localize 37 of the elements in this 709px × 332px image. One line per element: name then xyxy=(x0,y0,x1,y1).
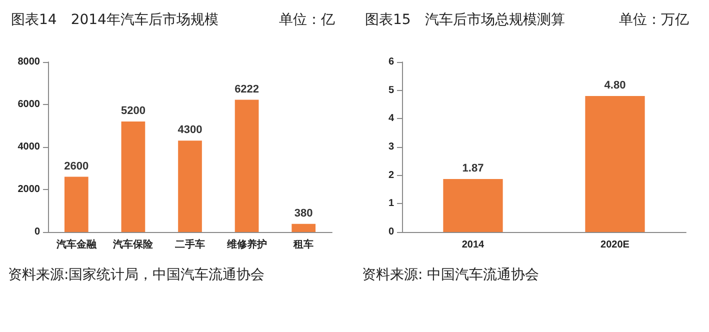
data-label: 5200 xyxy=(120,105,146,117)
y-tick-label: 0 xyxy=(34,226,40,238)
x-tick-label: 租车 xyxy=(292,238,314,250)
y-tick-label: 5 xyxy=(388,84,394,96)
text: 资料来源: 中国汽车流通协会 xyxy=(362,267,540,283)
x-tick-label: 2020E xyxy=(600,240,630,250)
y-tick-label: 4000 xyxy=(18,142,40,152)
chart-title: 图表14 2014年汽车后市场规模 xyxy=(11,12,218,28)
y-tick-label: 2 xyxy=(388,170,394,181)
y-tick-label: 6000 xyxy=(18,99,40,110)
data-label: 380 xyxy=(294,207,313,220)
chart-subtitle: 单位：亿 xyxy=(279,12,335,28)
x-tick-label: 维修养护 xyxy=(226,238,267,250)
data-label: 1.87 xyxy=(462,162,484,175)
text: 资料来源:国家统计局，中国汽车流通协会 xyxy=(8,267,265,283)
y-tick-label: 6 xyxy=(388,56,394,68)
chart-title: 图表15 汽车后市场总规模测算 xyxy=(365,12,565,28)
y-tick-label: 8000 xyxy=(18,56,40,68)
data-label: 4.80 xyxy=(604,80,626,92)
y-tick-label: 1 xyxy=(388,198,394,210)
bar xyxy=(234,100,259,232)
y-tick-label: 2000 xyxy=(18,184,40,195)
data-label: 6222 xyxy=(234,83,260,96)
bar xyxy=(178,140,202,232)
x-tick-label: 2014 xyxy=(462,240,485,250)
bar xyxy=(292,224,316,232)
x-tick-label: 汽车保险 xyxy=(112,238,154,250)
x-tick-label: 汽车金融 xyxy=(55,238,98,250)
y-tick-label: 4 xyxy=(388,113,394,124)
x-tick-label: 二手车 xyxy=(175,238,205,250)
data-label: 4300 xyxy=(178,124,202,136)
y-tick-label: 0 xyxy=(388,226,394,238)
data-label: 2600 xyxy=(64,160,89,172)
chart-subtitle: 单位：万亿 xyxy=(619,12,689,28)
bar xyxy=(121,122,146,232)
bar xyxy=(64,176,88,232)
y-tick-label: 3 xyxy=(388,142,394,152)
